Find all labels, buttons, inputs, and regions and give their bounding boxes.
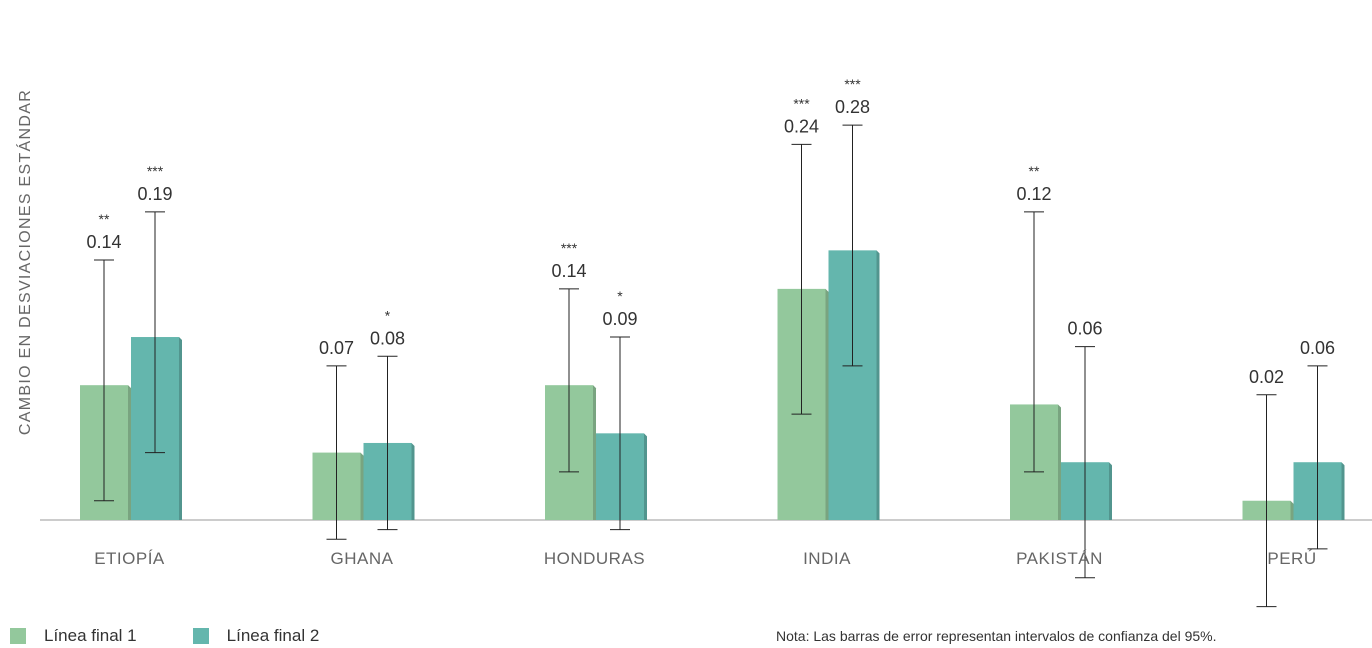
y-axis-label: CAMBIO EN DESVIACIONES ESTÁNDAR xyxy=(17,88,34,436)
bar-edge xyxy=(411,442,415,520)
bar-edge xyxy=(360,452,364,520)
bar-edge xyxy=(1058,404,1061,520)
bar-edge xyxy=(644,433,647,520)
data-label: 0.02 xyxy=(1249,367,1284,387)
significance-label: *** xyxy=(561,240,578,256)
category-label: INDIA xyxy=(803,549,851,568)
legend-swatch-series-1 xyxy=(10,628,26,644)
legend-item-series-2: Línea final 2 xyxy=(192,626,320,646)
data-label: 0.28 xyxy=(835,97,870,117)
significance-label: * xyxy=(385,307,391,323)
data-label: 0.06 xyxy=(1067,319,1102,339)
data-label: 0.24 xyxy=(784,116,819,136)
category-label: PERÚ xyxy=(1267,549,1316,568)
legend: Línea final 1 Línea final 2 xyxy=(10,626,375,646)
data-label: 0.09 xyxy=(602,309,637,329)
data-label: 0.06 xyxy=(1300,338,1335,358)
bar-edge xyxy=(825,288,829,520)
category-label: PAKISTÁN xyxy=(1016,549,1103,568)
data-label: 0.07 xyxy=(319,338,354,358)
data-label: 0.14 xyxy=(86,232,121,252)
legend-swatch-series-2 xyxy=(192,628,209,644)
significance-label: ** xyxy=(99,211,110,227)
data-label: 0.12 xyxy=(1016,184,1051,204)
legend-label-series-2: Línea final 2 xyxy=(226,626,320,645)
bar-edge xyxy=(1290,500,1294,520)
data-label: 0.14 xyxy=(551,261,586,281)
data-label: 0.08 xyxy=(370,328,405,348)
legend-item-series-1: Línea final 1 xyxy=(10,626,137,646)
data-label: 0.19 xyxy=(137,184,172,204)
bar-edge xyxy=(179,337,182,520)
bar-edge xyxy=(593,385,596,520)
significance-label: *** xyxy=(147,163,164,179)
bar-edge xyxy=(128,385,131,520)
bar-edge xyxy=(1341,462,1345,520)
significance-label: *** xyxy=(844,76,861,92)
legend-label-series-1: Línea final 1 xyxy=(44,626,137,645)
category-label: HONDURAS xyxy=(544,549,645,568)
category-label: GHANA xyxy=(331,549,394,568)
significance-label: ** xyxy=(1029,163,1040,179)
chart-note: Nota: Las barras de error representan in… xyxy=(776,628,1217,644)
bar-edge xyxy=(1109,462,1112,520)
bar-edge xyxy=(876,250,880,521)
significance-label: * xyxy=(617,288,623,304)
category-label: ETIOPÍA xyxy=(94,549,165,568)
significance-label: *** xyxy=(793,95,810,111)
